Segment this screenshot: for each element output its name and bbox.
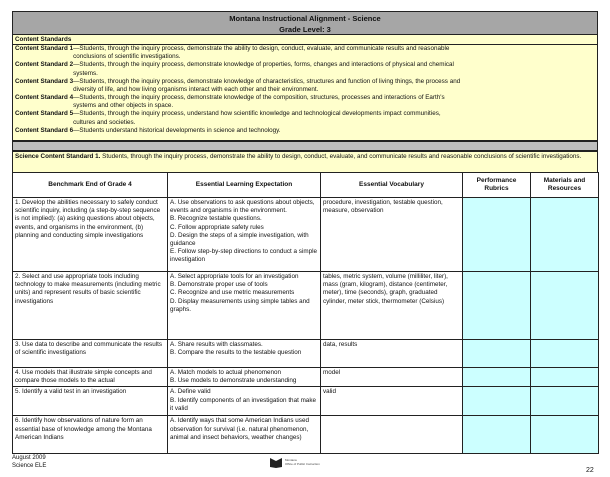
expectation-item: D. Display measurements using simple tab…: [170, 297, 310, 313]
materials-cell[interactable]: [530, 339, 599, 368]
standard-label: Content Standard 6: [15, 126, 74, 134]
expectation-item: E. Follow step-by-step directions to con…: [170, 248, 317, 264]
grade-level: Grade Level: 3: [279, 25, 331, 34]
materials-cell[interactable]: [530, 366, 599, 388]
content-standard-item: Content Standard 1 —Students, through the…: [13, 45, 597, 61]
table-row: 4. Use models that illustrate simple con…: [12, 366, 599, 388]
expectation-cell: A. Identify ways that some American Indi…: [167, 415, 321, 455]
benchmark-cell: 4. Use models that illustrate simple con…: [12, 366, 168, 388]
standard-label: Science Content Standard 1.: [15, 153, 101, 160]
standard-text: —Students, through the inquiry process, …: [73, 45, 450, 61]
header-rubrics: Performance Rubrics: [462, 172, 531, 198]
book-logo-icon: [270, 458, 282, 468]
expectation-item: B. Use models to demonstrate understandi…: [170, 377, 297, 385]
table-row: 6. Identify how observations of nature f…: [12, 415, 599, 455]
rubrics-cell[interactable]: [462, 339, 531, 368]
materials-cell[interactable]: [530, 197, 599, 272]
content-standard-item: Content Standard 5 —Students, through the…: [13, 110, 597, 126]
standard-text: —Students, through the inquiry process, …: [73, 61, 454, 77]
vocabulary-cell: tables, metric system, volume (millilite…: [320, 271, 463, 340]
opi-logo: Montana Office of Public Instruction: [270, 454, 332, 470]
header-benchmark: Benchmark End of Grade 4: [12, 172, 168, 198]
expectation-cell: A. Select appropriate tools for an inves…: [167, 271, 321, 340]
content-standard-item: Content Standard 6 —Students understand h…: [13, 127, 597, 135]
content-standard-item: Content Standard 2 —Students, through the…: [13, 61, 597, 77]
expectation-item: A. Use observations to ask questions abo…: [170, 199, 315, 215]
materials-cell[interactable]: [530, 386, 599, 417]
table-row: 5. Identify a valid test in an investiga…: [12, 386, 599, 417]
expectation-cell: A. Use observations to ask questions abo…: [167, 197, 321, 272]
header-materials: Materials and Resources: [530, 172, 599, 198]
page-number: 22: [586, 467, 594, 474]
page-title: Montana Instructional Alignment - Scienc…: [12, 11, 598, 35]
benchmark-cell: 3. Use data to describe and communicate …: [12, 339, 168, 368]
materials-cell[interactable]: [530, 271, 599, 340]
table-row: 1. Develop the abilities necessary to sa…: [12, 197, 599, 272]
expectation-item: A. Define valid: [170, 388, 211, 396]
expectation-item: C. Follow appropriate safety rules: [170, 223, 264, 231]
standard-text: —Students understand historical developm…: [73, 126, 281, 134]
standard-text: —Students, through the inquiry process, …: [73, 94, 445, 110]
benchmark-cell: 5. Identify a valid test in an investiga…: [12, 386, 168, 417]
header-vocabulary: Essential Vocabulary: [320, 172, 463, 198]
rubrics-cell[interactable]: [462, 415, 531, 455]
vocabulary-cell: valid: [320, 386, 463, 417]
standard-text: —Students, through the inquiry process, …: [73, 77, 461, 93]
expectation-cell: A. Define valid B. Identify components of…: [167, 386, 321, 417]
standard-text: Students, through the inquiry process, d…: [100, 153, 582, 160]
benchmark-cell: 2. Select and use appropriate tools incl…: [12, 271, 168, 340]
title-line: Montana Instructional Alignment - Scienc…: [229, 14, 381, 23]
vocabulary-cell: data, results: [320, 339, 463, 368]
standard-label: Content Standard 1: [15, 45, 74, 52]
content-standards: Content Standards Content Standard 1 —Stu…: [12, 34, 598, 141]
expectation-item: B. Identify components of an investigati…: [170, 396, 316, 412]
materials-cell[interactable]: [530, 415, 599, 455]
footer-left: August 2009 Science ELE: [12, 455, 46, 471]
content-standard-item: Content Standard 4 —Students, through the…: [13, 94, 597, 110]
expectation-item: A. Identify ways that some American Indi…: [170, 417, 309, 441]
standard-label: Content Standard 5: [15, 110, 74, 118]
standard-text: —Students, through the inquiry process, …: [73, 110, 441, 126]
footer-date: August 2009: [12, 455, 46, 461]
standard-label: Content Standard 2: [15, 61, 74, 69]
header-expectation: Essential Learning Expectation: [167, 172, 321, 198]
table-row: 2. Select and use appropriate tools incl…: [12, 271, 599, 340]
footer-doc: Science ELE: [12, 462, 47, 469]
expectation-item: B. Compare the results to the testable q…: [170, 349, 302, 357]
expectation-item: D. Design the steps of a simple investig…: [170, 231, 309, 247]
rubrics-cell[interactable]: [462, 366, 531, 388]
content-standards-heading: Content Standards: [13, 35, 597, 45]
benchmark-cell: 1. Develop the abilities necessary to sa…: [12, 197, 168, 272]
expectation-item: A. Share results with classmates.: [170, 341, 263, 348]
expectation-item: A. Select appropriate tools for an inves…: [170, 273, 299, 280]
expectation-cell: A. Share results with classmates. B. Comp…: [167, 339, 321, 368]
expectation-item: B. Recognize testable questions.: [170, 215, 262, 223]
content-standard-item: Content Standard 3 —Students, through the…: [13, 78, 597, 94]
vocabulary-cell: procedure, investigation, testable quest…: [320, 197, 463, 272]
science-content-standard: Science Content Standard 1. Students, th…: [12, 151, 598, 173]
benchmark-cell: 6. Identify how observations of nature f…: [12, 415, 168, 455]
divider-bar: [12, 141, 598, 151]
alignment-table: Benchmark End of Grade 4 Essential Learn…: [12, 172, 599, 455]
expectation-item: B. Demonstrate proper use of tools: [170, 281, 268, 289]
table-row: 3. Use data to describe and communicate …: [12, 339, 599, 368]
expectation-item: A. Match models to actual phenomenon: [170, 369, 281, 376]
standard-label: Content Standard 4: [15, 94, 74, 102]
rubrics-cell[interactable]: [462, 271, 531, 340]
rubrics-cell[interactable]: [462, 386, 531, 417]
expectation-cell: A. Match models to actual phenomenon B. U…: [167, 366, 321, 388]
vocabulary-cell: model: [320, 366, 463, 388]
rubrics-cell[interactable]: [462, 197, 531, 272]
expectation-item: C. Recognize and use metric measurements: [170, 289, 295, 297]
standard-label: Content Standard 3: [15, 77, 74, 85]
vocabulary-cell: [320, 415, 463, 455]
